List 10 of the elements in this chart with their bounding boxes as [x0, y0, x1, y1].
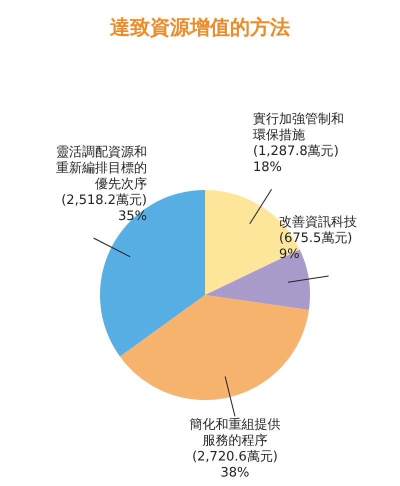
slice-label: 簡化和重組提供服務的程序	[189, 417, 280, 448]
pie-slice	[205, 250, 310, 310]
data-label: (1,287.8萬元) 18%	[253, 144, 339, 176]
chart-title: 達致資源增值的方法	[109, 14, 291, 41]
slice-label: 改善資訊科技	[279, 214, 357, 230]
slice-label: 實行加強管制和環保措施	[253, 112, 344, 144]
data-label: (675.5萬元) 9%	[279, 230, 352, 262]
pie-slice	[120, 295, 309, 400]
data-label: (2,720.6萬元) 38%	[192, 449, 278, 480]
slice-label: 靈活調配資源和重新編排目標的優先次序	[56, 145, 147, 192]
